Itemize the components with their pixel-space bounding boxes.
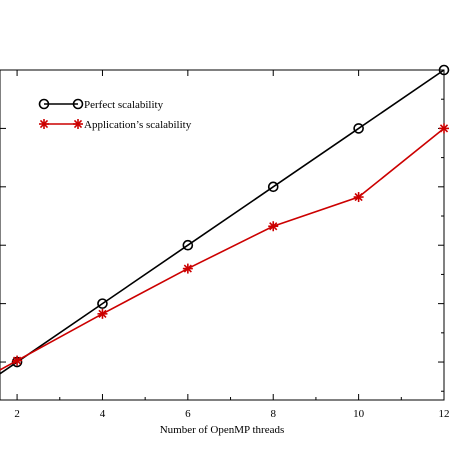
x-tick-label: 12 (439, 408, 450, 420)
x-tick-label: 6 (185, 408, 191, 420)
data-point-star (439, 123, 449, 134)
data-point-star (12, 355, 23, 366)
data-point-circle (267, 181, 279, 193)
legend-label: Perfect scalability (84, 99, 164, 111)
data-point-star (97, 308, 108, 319)
data-point-circle (353, 123, 364, 134)
x-axis-ticks: 2 4 6 8 10 12 (14, 70, 450, 420)
series-line-1 (0, 127, 445, 371)
series-layer (0, 64, 450, 375)
x-tick-label: 4 (100, 408, 106, 420)
data-point-circle (438, 64, 450, 76)
data-point-circle (38, 98, 50, 110)
x-tick-label: 10 (353, 408, 365, 420)
data-point-star (353, 192, 364, 203)
data-point-circle (72, 98, 84, 110)
legend: Perfect scalability Application’s scalabi… (38, 98, 192, 131)
legend-label: Application’s scalability (84, 119, 192, 131)
x-tick-label: 8 (270, 408, 276, 420)
x-axis-title: Number of OpenMP threads (160, 424, 285, 436)
series-line-0 (0, 69, 445, 375)
plot-frame (0, 69, 445, 401)
data-point-star (73, 119, 83, 129)
data-point-circle (97, 298, 108, 309)
data-point-circle (182, 239, 194, 251)
data-point-star (39, 119, 49, 129)
data-point-star (268, 221, 279, 232)
data-point-star (182, 263, 193, 274)
x-tick-label: 2 (14, 408, 20, 420)
y-axis-ticks (0, 69, 444, 392)
